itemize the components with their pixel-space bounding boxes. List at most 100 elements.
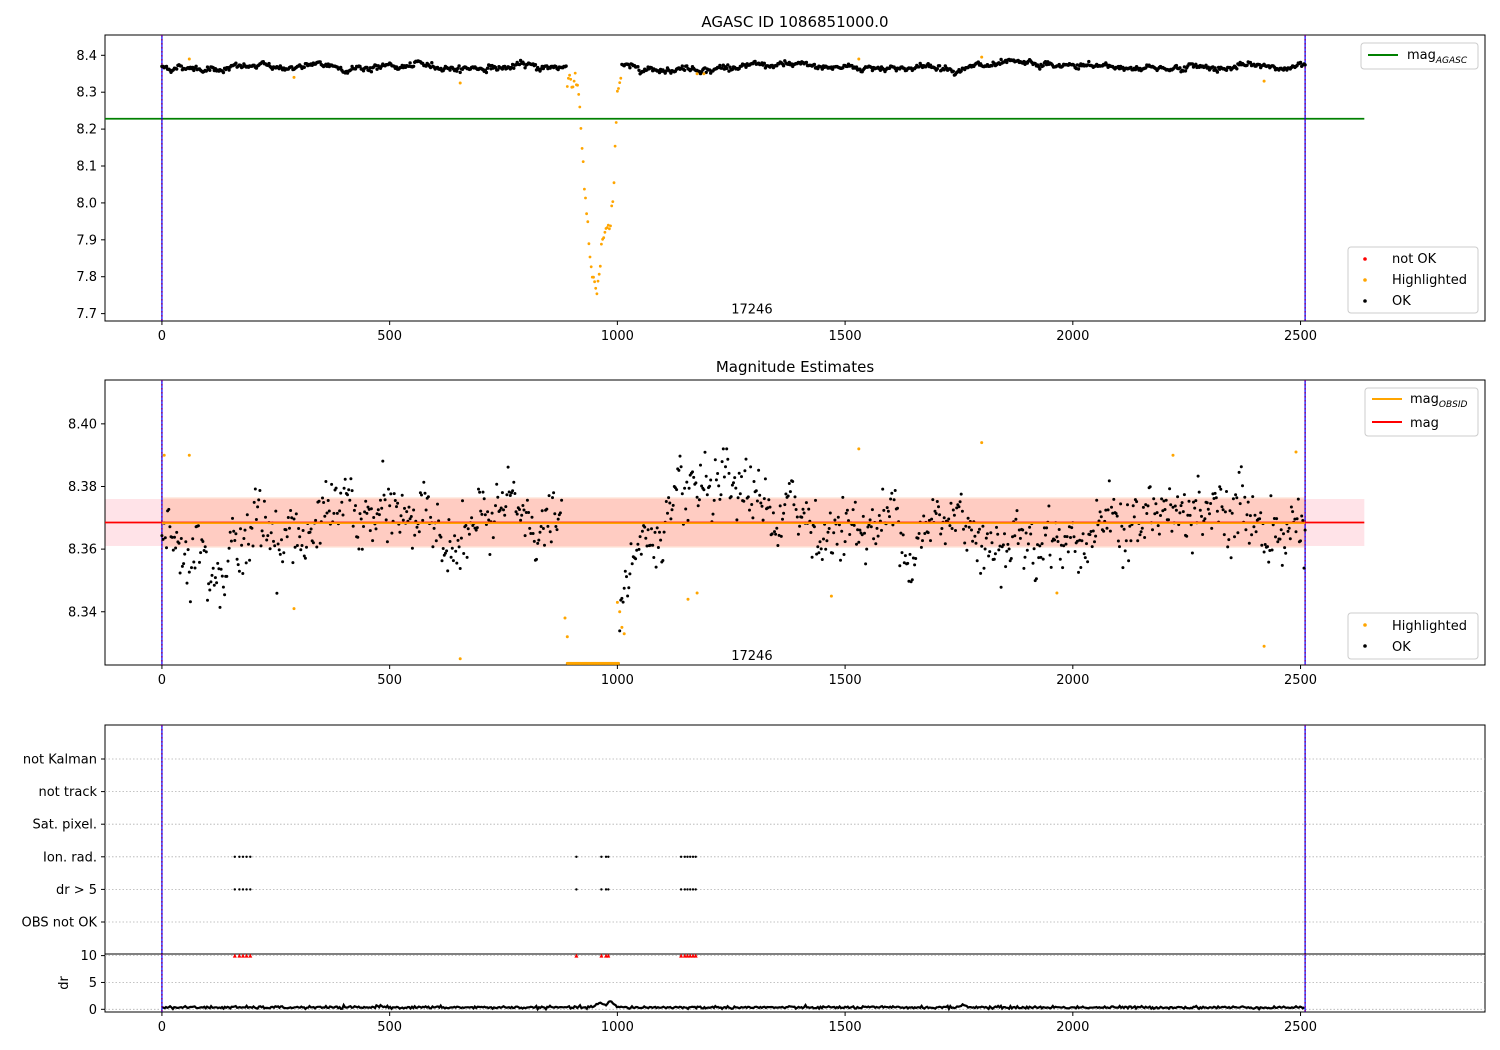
flags-panel: not Kalman not track Sat. pixel. Ion. rad. d… — [22, 724, 1486, 955]
ok-point — [221, 70, 226, 75]
ok-point — [535, 557, 538, 561]
ok-point — [387, 487, 390, 491]
ok-point — [192, 560, 196, 564]
agasc-ytick-label: 7.9 — [76, 233, 97, 248]
ok-point — [704, 474, 708, 478]
ok-point — [645, 544, 649, 548]
ok-point — [1049, 565, 1053, 569]
ok-point — [671, 503, 675, 507]
ok-point — [997, 548, 1001, 552]
ok-point — [201, 540, 205, 543]
ok-point — [1039, 555, 1043, 559]
ok-point — [403, 506, 406, 510]
ok-point — [1131, 504, 1135, 508]
agasc-point-legend: not OK Highlighted OK — [1347, 246, 1479, 314]
ok-point — [235, 557, 239, 561]
ok-point — [554, 525, 558, 528]
ok-point — [744, 457, 748, 461]
ok-point — [933, 509, 937, 513]
ok-point — [1231, 497, 1235, 501]
highlighted-point — [616, 89, 619, 93]
ok-point — [976, 530, 980, 534]
ok-point — [993, 552, 997, 556]
agasc-ytick-label: 7.7 — [76, 307, 97, 322]
ok-point — [371, 539, 375, 543]
ok-point — [740, 475, 743, 479]
ok-point — [531, 532, 535, 535]
ok-point — [1246, 500, 1250, 504]
ok-point — [727, 471, 731, 475]
highlighted-point — [577, 93, 581, 96]
ok-point — [1187, 499, 1191, 503]
highlighted-ramp-point — [615, 600, 619, 604]
ok-point — [807, 507, 811, 511]
ok-point — [186, 548, 190, 552]
ok-point — [523, 534, 527, 538]
legend-highlighted-label: Highlighted — [1392, 273, 1467, 288]
ok-point — [421, 518, 425, 522]
ok-point — [1004, 565, 1008, 569]
magnitude-xtick-label: 500 — [377, 673, 402, 688]
ok-point — [519, 518, 523, 522]
ok-point — [1065, 535, 1069, 539]
ok-point — [1082, 552, 1086, 556]
ok-point — [623, 569, 627, 573]
ok-point — [273, 544, 277, 548]
highlighted-outlier — [980, 55, 984, 59]
ok-point — [757, 468, 761, 472]
highlighted-point — [618, 81, 622, 84]
ok-point — [753, 59, 757, 64]
ok-point — [1169, 503, 1173, 507]
ok-point — [1154, 502, 1158, 506]
ok-point — [635, 548, 639, 552]
ok-point — [443, 551, 447, 555]
ok-point — [1089, 530, 1093, 533]
ok-point — [227, 68, 231, 72]
highlighted-outlier — [1294, 450, 1298, 454]
ok-point — [682, 68, 687, 73]
highlighted-point — [603, 230, 607, 234]
ok-point — [351, 524, 355, 528]
ok-point — [408, 517, 412, 521]
ok-point — [1203, 517, 1207, 521]
ok-point — [441, 547, 445, 550]
ok-point — [628, 66, 632, 70]
ok-point — [1192, 500, 1195, 504]
ok-point — [935, 67, 939, 71]
highlighted-outlier — [1262, 79, 1266, 83]
ok-point — [872, 537, 876, 541]
ok-point — [1248, 60, 1253, 65]
ok-point — [734, 486, 738, 490]
ok-point — [188, 600, 192, 604]
highlighted-point — [614, 121, 618, 124]
ok-point — [877, 514, 881, 517]
ok-point — [448, 68, 452, 72]
agasc-ytick-label: 8.1 — [76, 160, 97, 175]
ok-point — [318, 541, 322, 545]
ok-point — [408, 61, 412, 65]
ok-point — [985, 532, 989, 536]
agasc-ytick-label: 8.2 — [76, 123, 97, 138]
ok-point — [208, 68, 212, 73]
ok-point — [881, 487, 885, 491]
ok-point — [787, 482, 791, 485]
ok-point — [318, 60, 322, 64]
ok-point — [1095, 498, 1099, 502]
ok-point — [697, 498, 701, 502]
ok-point — [1291, 510, 1295, 514]
ok-point — [1254, 530, 1258, 534]
dr-y-axis-label: dr — [57, 976, 72, 990]
ok-point — [1143, 536, 1147, 539]
ok-point — [896, 506, 899, 510]
ok-point — [1267, 560, 1271, 564]
ok-point — [960, 509, 964, 513]
ok-point — [354, 504, 357, 508]
ok-point — [558, 511, 562, 515]
ok-point — [762, 61, 766, 65]
ok-point — [496, 68, 500, 72]
ok-point — [280, 538, 283, 542]
ok-point — [1160, 497, 1164, 501]
flag-point — [238, 855, 241, 858]
ok-point — [954, 529, 957, 532]
ok-point — [1197, 490, 1201, 494]
